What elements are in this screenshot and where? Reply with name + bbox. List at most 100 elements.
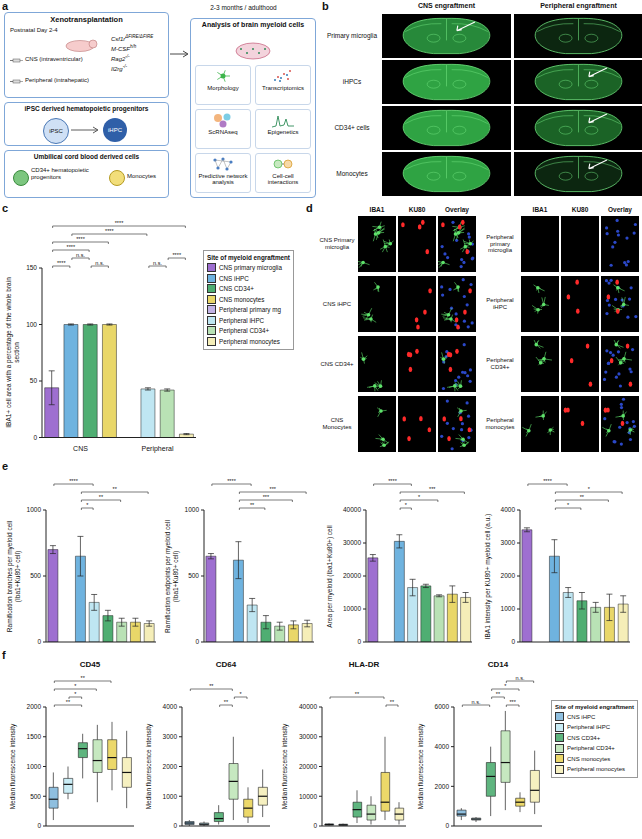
svg-text:0: 0 bbox=[511, 638, 515, 645]
html-text:Peripheral CD34+: Peripheral CD34+ bbox=[486, 357, 514, 370]
svg-text:***: *** bbox=[509, 699, 516, 705]
html-text:Xenotransplantation: Xenotransplantation bbox=[50, 15, 123, 24]
svg-text:*: * bbox=[74, 683, 77, 689]
html-text:Il2rg-/-: Il2rg-/- bbox=[111, 64, 127, 72]
svg-text:3000: 3000 bbox=[163, 733, 178, 740]
html-text:Peripheral iHPC: Peripheral iHPC bbox=[486, 297, 514, 310]
svg-text:1000: 1000 bbox=[27, 506, 42, 513]
svg-text:*: * bbox=[74, 691, 77, 697]
svg-text:0: 0 bbox=[37, 822, 41, 829]
svg-text:****: **** bbox=[105, 228, 114, 234]
svg-text:*: * bbox=[567, 502, 570, 508]
svg-text:****: **** bbox=[172, 252, 181, 258]
svg-text:****: **** bbox=[227, 478, 236, 484]
svg-text:**: ** bbox=[224, 699, 229, 705]
svg-text:**: ** bbox=[390, 699, 395, 705]
svg-text:20000: 20000 bbox=[299, 763, 317, 770]
svg-text:2000: 2000 bbox=[163, 763, 178, 770]
svg-text:**: ** bbox=[66, 699, 71, 705]
svg-text:500: 500 bbox=[188, 572, 199, 579]
svg-text:****: **** bbox=[76, 236, 85, 242]
svg-text:****: **** bbox=[69, 478, 78, 484]
html-text:CD34+ hematopoietic progenitor: CD34+ hematopoietic progenitors bbox=[31, 167, 89, 180]
svg-text:1000: 1000 bbox=[185, 506, 200, 513]
svg-text:4000: 4000 bbox=[501, 506, 516, 513]
svg-text:**: ** bbox=[250, 502, 255, 508]
svg-text:500: 500 bbox=[30, 572, 41, 579]
html-text:M-CSFh/h: M-CSFh/h bbox=[111, 44, 137, 52]
svg-text:4000: 4000 bbox=[163, 703, 178, 710]
svg-text:**: ** bbox=[99, 494, 104, 500]
svg-text:****: **** bbox=[57, 260, 66, 266]
html-text:Ramification branches per myel: Ramification branches per myeloid cell (… bbox=[5, 520, 20, 632]
svg-text:1000: 1000 bbox=[163, 793, 178, 800]
html-text:CD14: CD14 bbox=[487, 660, 509, 669]
html-text:Peripheral monocytes: Peripheral monocytes bbox=[485, 417, 515, 430]
svg-text:1000: 1000 bbox=[501, 605, 516, 612]
svg-text:0: 0 bbox=[445, 822, 449, 829]
svg-text:*: * bbox=[418, 494, 421, 500]
svg-text:n.s.: n.s. bbox=[76, 252, 85, 258]
svg-text:****: **** bbox=[388, 478, 397, 484]
html-text:CNS Primary microglia: CNS Primary microglia bbox=[319, 237, 355, 250]
html-text:Predictive network analysis: Predictive network analysis bbox=[198, 173, 248, 186]
svg-text:n.s.: n.s. bbox=[516, 675, 525, 681]
svg-text:0: 0 bbox=[33, 434, 37, 441]
svg-text:*: * bbox=[588, 486, 591, 492]
svg-text:**: ** bbox=[580, 494, 585, 500]
svg-text:****: **** bbox=[67, 244, 76, 250]
svg-text:1500: 1500 bbox=[27, 733, 42, 740]
svg-text:*: * bbox=[504, 683, 507, 689]
html-text:Peripheral primary microglia: Peripheral primary microglia bbox=[486, 234, 514, 254]
svg-text:0: 0 bbox=[357, 638, 361, 645]
svg-text:30000: 30000 bbox=[299, 733, 317, 740]
svg-text:0: 0 bbox=[173, 822, 177, 829]
html-text:Ramification endpoints per mye: Ramification endpoints per myeloid cell … bbox=[163, 519, 178, 633]
svg-text:****: **** bbox=[115, 220, 124, 226]
svg-text:n.s.: n.s. bbox=[95, 260, 104, 266]
svg-text:2000: 2000 bbox=[435, 783, 450, 790]
html-text:CNS Monocytes: CNS Monocytes bbox=[322, 417, 352, 430]
svg-text:1000: 1000 bbox=[27, 763, 42, 770]
svg-text:***: *** bbox=[263, 494, 270, 500]
svg-text:2000: 2000 bbox=[27, 703, 42, 710]
svg-text:n.s.: n.s. bbox=[153, 260, 162, 266]
svg-text:3000: 3000 bbox=[501, 539, 516, 546]
html-text:HLA-DR: HLA-DR bbox=[348, 660, 380, 669]
svg-text:4000: 4000 bbox=[435, 743, 450, 750]
svg-text:2000: 2000 bbox=[501, 572, 516, 579]
svg-text:6000: 6000 bbox=[435, 703, 450, 710]
svg-text:0: 0 bbox=[313, 822, 317, 829]
svg-text:0: 0 bbox=[37, 638, 41, 645]
html-text:Rag2-/-: Rag2-/- bbox=[111, 54, 130, 62]
svg-text:**: ** bbox=[496, 691, 501, 697]
svg-text:40000: 40000 bbox=[343, 506, 361, 513]
html-text:CD64: CD64 bbox=[215, 660, 237, 669]
svg-text:150: 150 bbox=[26, 264, 37, 271]
svg-text:50: 50 bbox=[30, 377, 38, 384]
svg-text:**: ** bbox=[209, 683, 214, 689]
svg-text:20000: 20000 bbox=[343, 572, 361, 579]
svg-text:*: * bbox=[405, 502, 408, 508]
svg-text:100: 100 bbox=[26, 321, 37, 328]
html-text:CD45: CD45 bbox=[79, 660, 101, 669]
svg-text:**: ** bbox=[113, 486, 118, 492]
svg-text:n.s.: n.s. bbox=[472, 699, 481, 705]
svg-text:10000: 10000 bbox=[299, 793, 317, 800]
html-text:IBA1+ cell area with a percent: IBA1+ cell area with a percentage of the… bbox=[5, 277, 20, 428]
html-text:Csf1rΔFIRE/ΔFIRE: Csf1rΔFIRE/ΔFIRE bbox=[111, 34, 154, 42]
svg-text:*: * bbox=[86, 502, 89, 508]
html-text:Cell-cell interactions: Cell-cell interactions bbox=[267, 173, 299, 186]
svg-text:30000: 30000 bbox=[343, 539, 361, 546]
svg-text:0: 0 bbox=[195, 638, 199, 645]
svg-text:***: *** bbox=[429, 486, 436, 492]
svg-text:*: * bbox=[240, 691, 243, 697]
svg-text:40000: 40000 bbox=[299, 703, 317, 710]
svg-text:500: 500 bbox=[30, 793, 41, 800]
svg-text:10000: 10000 bbox=[343, 605, 361, 612]
svg-text:***: *** bbox=[270, 486, 277, 492]
svg-text:**: ** bbox=[355, 691, 360, 697]
svg-text:**: ** bbox=[81, 675, 86, 681]
svg-text:****: **** bbox=[543, 478, 552, 484]
html-text:Primary microglia: Primary microglia bbox=[326, 32, 378, 40]
